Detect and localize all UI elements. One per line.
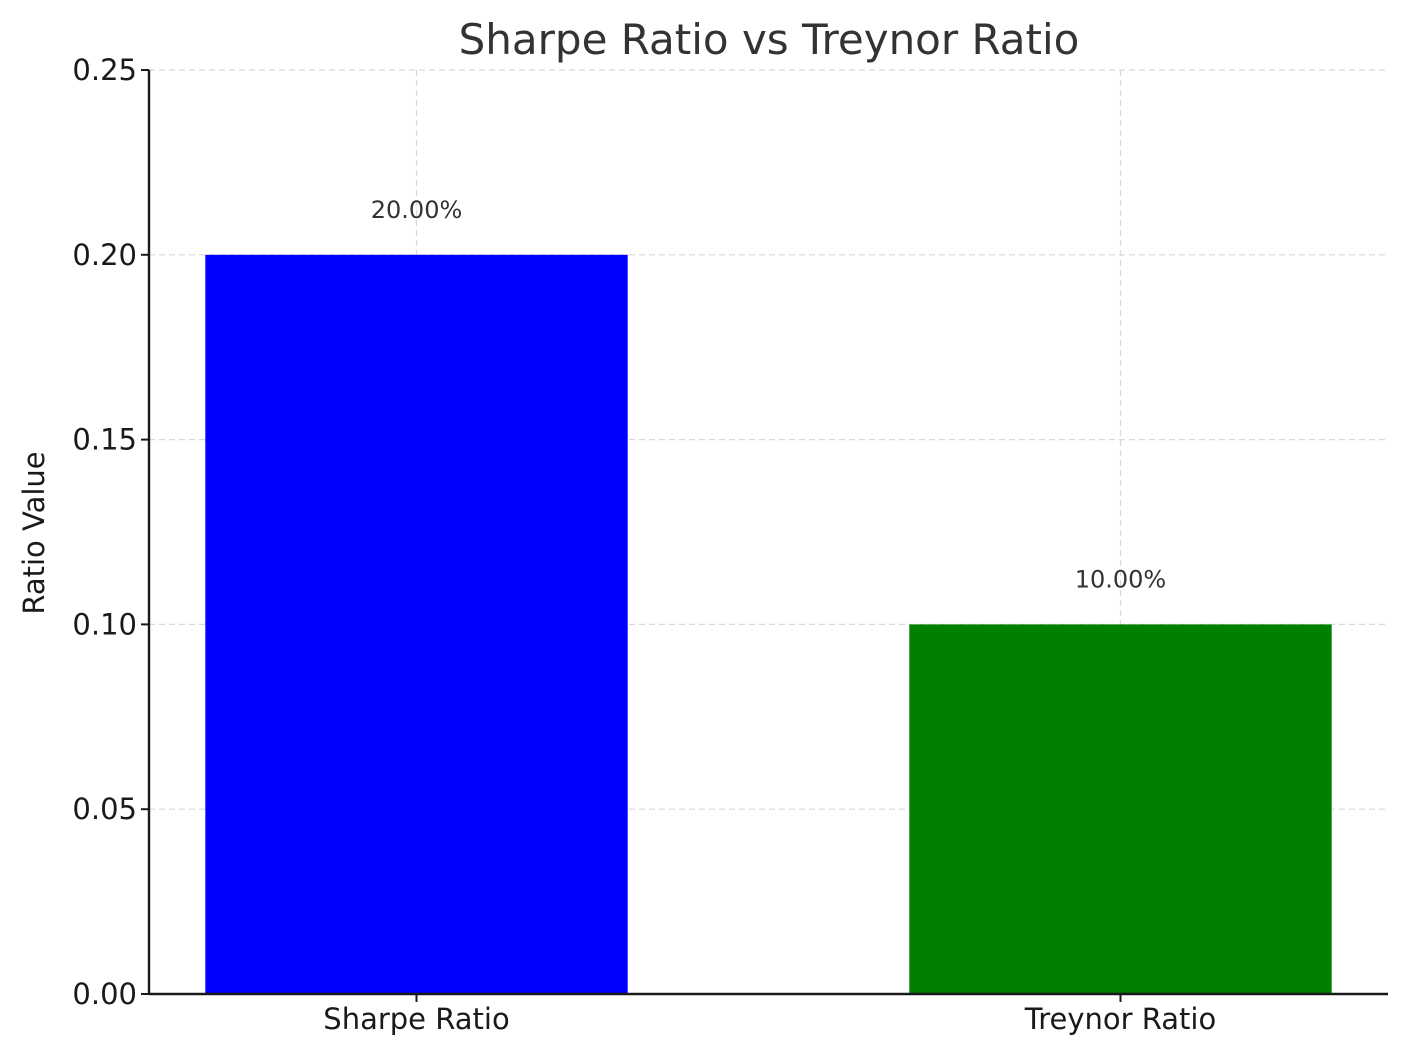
data-label: 10.00% (1075, 565, 1167, 593)
y-tick-label: 0.10 (72, 607, 137, 641)
y-axis-ticks: 0.00 0.05 0.10 0.15 0.20 0.25 (72, 53, 149, 1011)
bars (205, 254, 1332, 995)
y-tick-label: 0.00 (72, 977, 137, 1011)
data-label: 20.00% (371, 196, 463, 224)
y-tick-label: 0.05 (72, 792, 137, 826)
chart-title: Sharpe Ratio vs Treynor Ratio (459, 15, 1080, 64)
bar (205, 254, 628, 995)
y-tick-label: 0.15 (72, 423, 137, 457)
y-tick-label: 0.20 (72, 238, 137, 272)
bar (909, 624, 1332, 994)
x-tick-label: Treynor Ratio (1024, 1002, 1216, 1036)
y-tick-label: 0.25 (72, 53, 137, 87)
data-labels: 20.00% 10.00% (371, 196, 1166, 594)
y-axis-label: Ratio Value (17, 451, 51, 614)
axes (147, 70, 1388, 996)
x-axis-ticks: Sharpe Ratio Treynor Ratio (323, 994, 1216, 1036)
x-tick-label: Sharpe Ratio (323, 1002, 509, 1036)
